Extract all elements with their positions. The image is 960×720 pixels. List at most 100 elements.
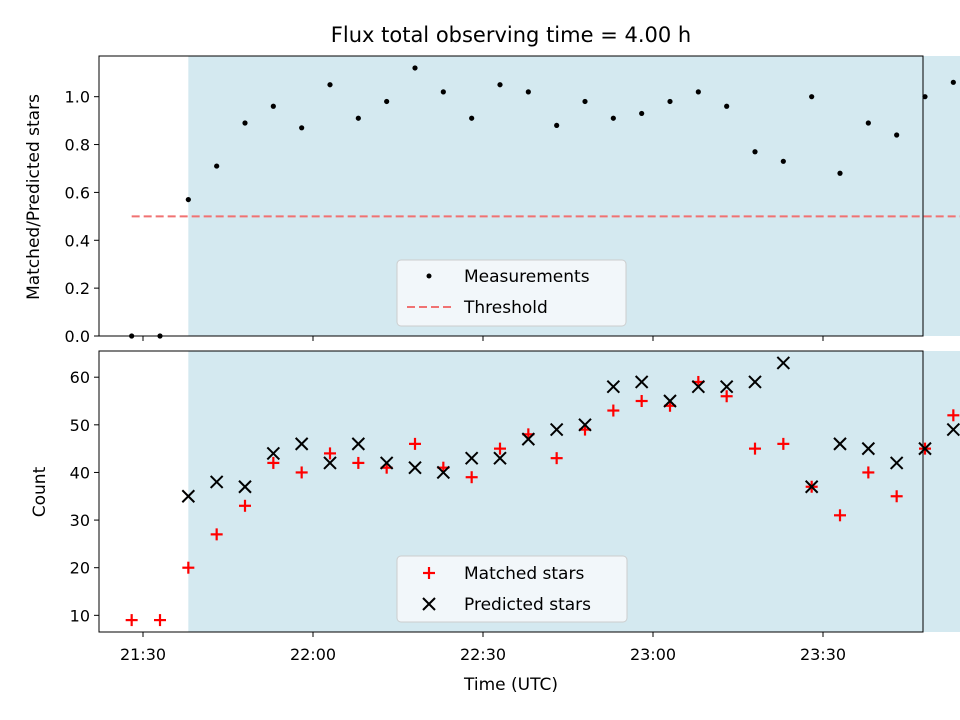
matched-star-point <box>267 456 280 469</box>
matched-star-point <box>720 390 733 403</box>
predicted-star-point <box>804 480 819 494</box>
y-tick-label: 0.6 <box>65 183 90 202</box>
matched-star-point <box>182 561 195 574</box>
bottom-legend: Matched stars Predicted stars <box>396 555 628 623</box>
x-axis-label: Time (UTC) <box>463 675 558 695</box>
matched-star-point <box>154 614 166 627</box>
predicted-star-point <box>323 456 337 470</box>
matched-star-point <box>210 528 223 541</box>
predicted-star-point <box>493 451 507 465</box>
measurement-point <box>610 115 616 121</box>
predicted-star-point <box>436 465 451 480</box>
predicted-star-point <box>861 441 876 456</box>
matched-star-point <box>862 466 875 479</box>
top-axes-frame <box>98 55 924 337</box>
measurement-point <box>837 170 843 176</box>
legend-predicted-marker <box>422 597 436 611</box>
matched-star-point <box>295 466 308 479</box>
measurement-point <box>355 115 361 121</box>
y-tick-label: 30 <box>70 511 90 530</box>
y-tick-label: 0.2 <box>65 279 90 298</box>
matched-star-point <box>749 442 761 455</box>
predicted-star-point <box>889 456 904 470</box>
matched-star-point <box>635 395 648 408</box>
measurement-point <box>894 132 900 138</box>
measurement-point <box>780 158 786 164</box>
measurement-point <box>809 94 815 100</box>
matched-star-point <box>494 442 506 455</box>
legend-threshold-label: Threshold <box>463 298 548 318</box>
x-tick-label: 21:30 <box>120 645 166 664</box>
predicted-star-point <box>209 475 224 489</box>
y-tick-label: 20 <box>70 559 90 578</box>
predicted-star-point <box>918 441 932 456</box>
matched-star-point <box>352 456 365 469</box>
predicted-star-point <box>294 437 309 451</box>
y-tick-label: 0.4 <box>65 231 90 250</box>
x-tick-label: 23:30 <box>800 645 846 664</box>
y-tick-label: 50 <box>70 416 90 435</box>
top-panel: Flux total observing time = 4.00 h 0.0 0.… <box>24 23 960 346</box>
predicted-star-point <box>181 489 196 503</box>
measurement-point <box>752 149 758 155</box>
measurement-point <box>922 94 928 100</box>
legend-measurements-marker <box>426 273 432 279</box>
predicted-star-point <box>691 380 706 394</box>
measurement-point <box>554 122 560 129</box>
y-axis-label-count: Count <box>30 466 50 517</box>
top-y-ticks: 0.0 0.2 0.4 0.6 0.8 1.0 <box>65 88 99 346</box>
measurement-point <box>497 82 503 88</box>
top-x-ticks <box>142 336 824 341</box>
predicted-star-point <box>464 451 479 465</box>
measurement-point <box>695 89 701 95</box>
predicted-star-point <box>408 460 422 475</box>
legend-measurements-label: Measurements <box>464 267 590 287</box>
matched-star-point <box>239 499 251 512</box>
predicted-star-point <box>578 418 592 432</box>
measurement-point <box>469 115 475 121</box>
predicted-star-point <box>351 437 366 451</box>
predicted-star-point <box>521 432 536 446</box>
measurement-point <box>214 163 220 169</box>
predicted-star-point <box>238 480 252 494</box>
x-tick-label: 22:30 <box>460 645 506 664</box>
predicted-star-point <box>634 375 649 389</box>
matched-star-point <box>465 471 478 484</box>
predicted-star-point <box>748 375 762 389</box>
x-tick-label: 22:00 <box>290 645 336 664</box>
predicted-star-point <box>379 456 394 470</box>
measurement-point <box>950 79 956 85</box>
measurement-point <box>525 89 531 95</box>
matched-star-point <box>607 404 620 417</box>
y-tick-label: 40 <box>70 463 90 482</box>
predicted-stars-points <box>181 356 960 503</box>
legend-predicted-label: Predicted stars <box>464 595 591 615</box>
matched-star-point <box>550 452 563 465</box>
measurement-point <box>582 98 588 105</box>
matched-star-point <box>324 447 336 460</box>
predicted-star-point <box>663 394 677 408</box>
measurement-point <box>270 103 276 109</box>
predicted-star-point <box>606 380 621 394</box>
predicted-star-point <box>833 437 847 451</box>
measurement-point <box>865 120 871 126</box>
y-tick-label: 0.0 <box>65 327 90 346</box>
measurement-point <box>639 110 645 117</box>
y-tick-label: 60 <box>70 368 90 387</box>
predicted-star-point <box>719 380 734 394</box>
y-tick-label: 1.0 <box>65 88 90 107</box>
measurement-point <box>384 98 390 105</box>
measurement-point <box>299 125 305 131</box>
measurement-point <box>185 196 191 203</box>
x-tick-label: 23:00 <box>630 645 676 664</box>
top-legend: Measurements Threshold <box>396 259 627 327</box>
bottom-x-ticks: 21:3022:0022:3023:0023:3000:0000:3001:00… <box>120 632 846 664</box>
measurement-point <box>412 65 418 71</box>
predicted-star-point <box>946 422 960 437</box>
matched-star-point <box>890 490 903 503</box>
measurement-point <box>667 98 673 105</box>
matched-star-point <box>777 437 790 450</box>
chart-title: Flux total observing time = 4.00 h <box>331 23 691 47</box>
